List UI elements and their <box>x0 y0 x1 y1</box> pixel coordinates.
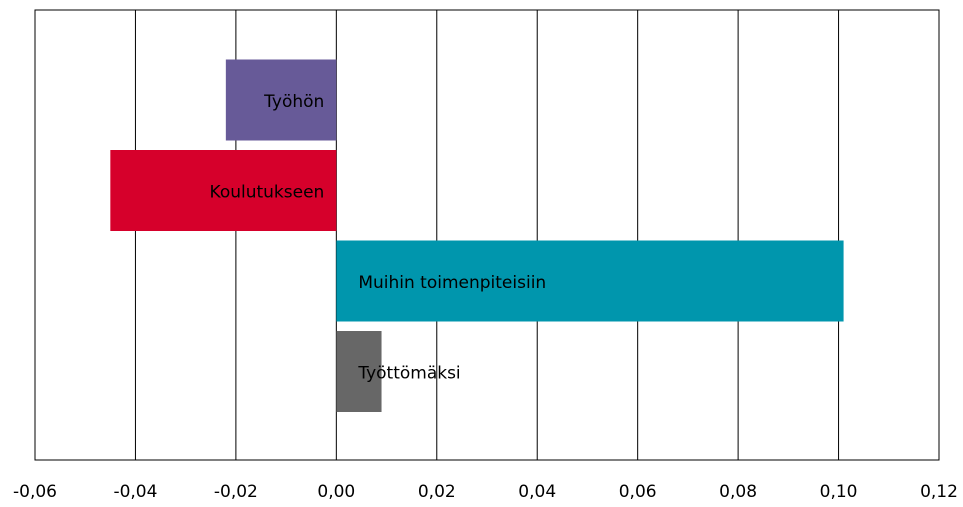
bar-label: Työhön <box>263 92 324 112</box>
x-tick-label: 0,06 <box>619 482 657 502</box>
bar-label: Työttömäksi <box>357 364 460 384</box>
x-tick-label: 0,08 <box>719 482 757 502</box>
bar <box>336 240 844 322</box>
bar <box>110 150 337 231</box>
x-tick-label: -0,04 <box>113 482 157 502</box>
x-tick-label: -0,06 <box>13 482 57 502</box>
x-tick-label: 0,02 <box>418 482 456 502</box>
bar <box>225 59 337 141</box>
x-tick-label: -0,02 <box>214 482 258 502</box>
bar-label: Muihin toimenpiteisiin <box>358 273 546 293</box>
x-tick-label: 0,04 <box>518 482 556 502</box>
x-tick-label: 0,00 <box>317 482 355 502</box>
x-tick-label: 0,12 <box>920 482 958 502</box>
bar-label: Koulutukseen <box>210 183 325 203</box>
x-tick-label: 0,10 <box>820 482 858 502</box>
bar <box>336 331 382 412</box>
plot-frame <box>34 9 940 461</box>
